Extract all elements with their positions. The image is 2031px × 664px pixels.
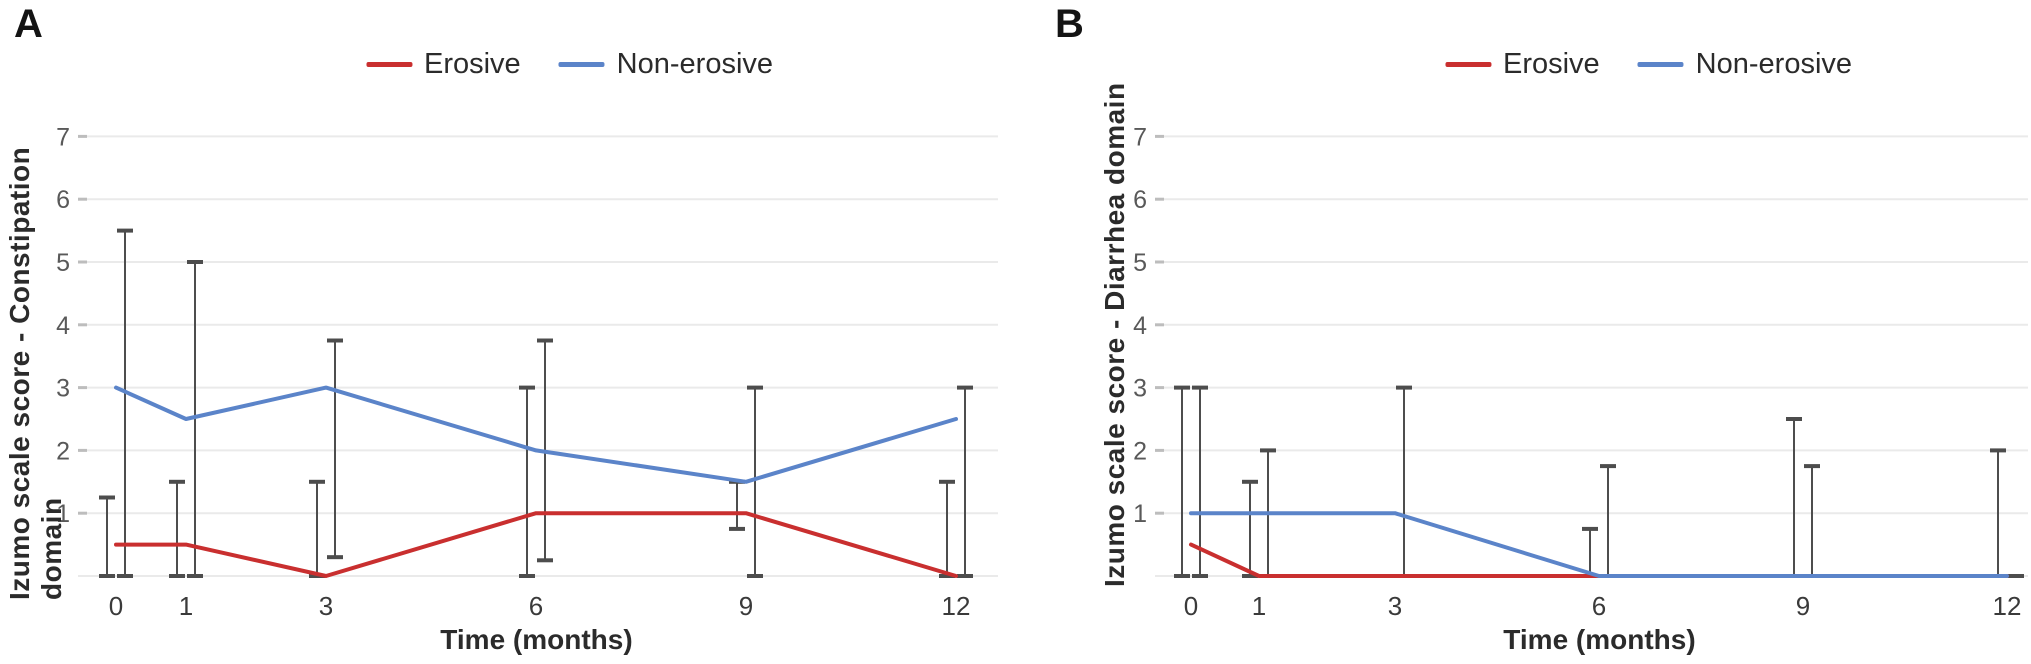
series-line-erosive <box>114 511 958 578</box>
y-tick-label: 1 <box>56 500 70 528</box>
x-tick-label: 1 <box>179 591 193 621</box>
x-tick-label: 6 <box>529 591 543 621</box>
panel-A: 1 2 3 4 5 6 7 0 1 3 6 9 12 A Erosive Non-erosive Izu… <box>0 0 1015 664</box>
legend-label-non-erosive: Non-erosive <box>1695 48 1853 80</box>
legend-item-non-erosive: Non-erosive <box>558 48 774 81</box>
legend-label-erosive: Erosive <box>1502 48 1600 80</box>
series-line-non-erosive <box>1189 511 2009 578</box>
panel-B: 1 2 3 4 5 6 7 0 1 3 6 9 12 B Erosive Non-erosive Izu… <box>1015 0 2030 664</box>
y-tick-label: 3 <box>56 375 70 403</box>
y-tick-label: 7 <box>1133 123 1147 151</box>
x-tick-label: 12 <box>1993 591 2022 621</box>
non-erosive-line-swatch <box>558 62 605 67</box>
x-tick-label: 9 <box>739 591 753 621</box>
y-tick-label: 1 <box>1133 500 1147 528</box>
legend-label-non-erosive: Non-erosive <box>616 48 774 80</box>
y-axis-label-constipation: Izumo scale score - Constipation domain <box>4 146 67 600</box>
x-tick-label: 0 <box>109 591 123 621</box>
y-tick-label: 5 <box>1133 249 1147 277</box>
y-tick-label: 4 <box>56 312 70 340</box>
erosive-line-swatch <box>365 62 412 67</box>
legend-label-erosive: Erosive <box>423 48 521 80</box>
series-line-non-erosive <box>114 385 958 484</box>
y-tick-label: 5 <box>56 249 70 277</box>
non-erosive-line-swatch <box>1637 62 1684 67</box>
erosive-line-swatch <box>1444 62 1491 67</box>
x-axis-label-B: Time (months) <box>1503 624 1696 655</box>
panel-A-letter: A <box>14 2 43 46</box>
y-tick-label: 6 <box>56 186 70 214</box>
series-line-erosive <box>1189 542 2009 578</box>
legend-item-erosive: Erosive <box>365 48 521 81</box>
x-tick-label: 3 <box>319 591 333 621</box>
y-tick-label: 3 <box>1133 375 1147 403</box>
x-tick-label: 3 <box>1388 591 1402 621</box>
y-tick-label: 7 <box>56 123 70 151</box>
y-tick-label: 2 <box>56 437 70 465</box>
x-tick-label: 12 <box>942 591 971 621</box>
legend-B: Erosive Non-erosive <box>1444 48 1853 81</box>
x-tick-label: 6 <box>1592 591 1606 621</box>
x-tick-label: 9 <box>1796 591 1810 621</box>
y-tick-label: 2 <box>1133 437 1147 465</box>
legend-item-non-erosive: Non-erosive <box>1637 48 1853 81</box>
y-axis-label-diarrhea: Izumo scale score - Diarrhea domain <box>1099 82 1130 588</box>
legend-item-erosive: Erosive <box>1444 48 1600 81</box>
y-tick-label: 4 <box>1133 312 1147 340</box>
panel-B-letter: B <box>1055 2 1084 46</box>
legend-A: Erosive Non-erosive <box>365 48 774 81</box>
x-tick-label: 1 <box>1252 591 1266 621</box>
x-tick-label: 0 <box>1184 591 1198 621</box>
x-axis-label-A: Time (months) <box>440 624 633 655</box>
y-tick-label: 6 <box>1133 186 1147 214</box>
